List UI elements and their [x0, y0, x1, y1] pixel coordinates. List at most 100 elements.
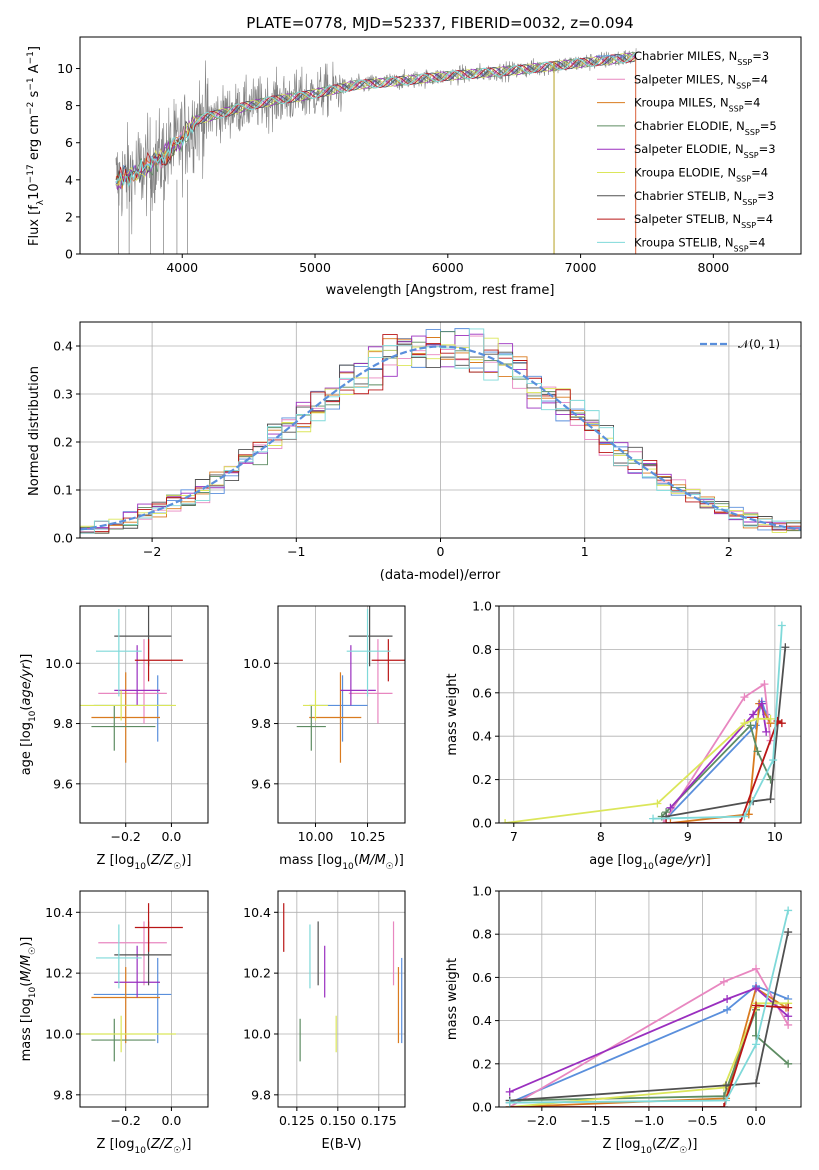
- y-axis-label: age [log10(age/yr)]: [19, 654, 38, 776]
- legend-entry: Chabrier STELIB, NSSP=3: [634, 189, 774, 207]
- panel-age_vs_mass: 10.00 10.25 9.6 9.8 10.0 mass [log10(M/M☉)]: [243, 605, 406, 872]
- axes-frame: [79, 605, 209, 824]
- sfh-marker: [752, 1040, 761, 1049]
- sfh-marker: [723, 995, 732, 1003]
- sfh-marker: [501, 819, 510, 823]
- sfh-marker: [740, 812, 749, 821]
- sfh-marker: [722, 1096, 731, 1105]
- plot-area: [296, 606, 405, 763]
- sfh-marker: [781, 643, 790, 652]
- sfh-marker: [662, 819, 671, 823]
- figure-title: PLATE=0778, MJD=52337, FIBERID=0032, z=0…: [246, 14, 633, 32]
- axes-frame: [79, 321, 802, 539]
- x-tick-label: 0.0: [161, 829, 181, 844]
- sfh-marker: [784, 906, 793, 915]
- sfh-marker: [777, 621, 786, 630]
- x-tick-label: −2.0: [527, 1113, 557, 1128]
- plot-area: [505, 906, 793, 1107]
- panel-spectrum: 4000 5000 6000 7000 8000 0 2 4 6 8 10 Chabrier MILE…: [26, 36, 802, 298]
- x-tick-label: 1: [581, 544, 589, 559]
- sfh-marker: [666, 819, 675, 823]
- y-tick-label: 9.8: [251, 716, 271, 731]
- sfh-marker: [653, 799, 662, 808]
- y-tick-label: 1.0: [472, 599, 492, 614]
- y-tick-label: 0.2: [53, 435, 73, 450]
- y-tick-label: 1.0: [472, 884, 492, 899]
- y-tick-label: 0.8: [472, 642, 492, 657]
- sfh-line: [669, 701, 768, 809]
- y-axis-label: Flux [fλ10−17 erg cm−2 s−1 A−1]: [26, 46, 46, 246]
- sfh-marker: [719, 1103, 728, 1107]
- y-tick-label: 0.3: [53, 387, 73, 402]
- sfh-marker: [740, 719, 749, 728]
- x-tick-label: 0.150: [320, 1113, 356, 1128]
- axes-frame: [498, 605, 802, 824]
- sfh-line: [509, 967, 789, 1107]
- x-tick-label: −0.5: [687, 1113, 717, 1128]
- legend-entry: 𝒩(0, 1): [738, 337, 780, 351]
- y-tick-label: 10.4: [45, 905, 73, 920]
- panel-mass_vs_Z: −0.2 0.0 9.8 10.0 10.2 10.4 Z [log10(Z/Z☉)] mas…: [19, 890, 209, 1156]
- spectrum-model-line: [115, 52, 636, 191]
- axes-frame: [79, 36, 802, 255]
- sfh-line: [509, 984, 789, 1104]
- y-tick-label: 10.0: [45, 1026, 73, 1041]
- legend-entry: Kroupa ELODIE, NSSP=4: [634, 166, 768, 184]
- sfh-line: [504, 717, 771, 823]
- y-tick-label: 9.6: [251, 776, 271, 791]
- y-axis-label: mass weight: [445, 673, 460, 755]
- plot-area: [80, 606, 183, 763]
- sfh-marker: [505, 1087, 514, 1096]
- x-axis-label: Z [log10(Z/Z☉)]: [97, 853, 192, 872]
- sfh-line: [509, 910, 789, 1104]
- sfh-marker: [760, 680, 769, 689]
- sfh-marker: [752, 1001, 761, 1010]
- y-tick-label: 0.4: [472, 1013, 492, 1028]
- y-tick-label: 10.0: [45, 656, 73, 671]
- x-axis-label: mass [log10(M/M☉)]: [279, 853, 404, 872]
- y-tick-label: 0.6: [472, 970, 492, 985]
- sfh-marker: [722, 1081, 731, 1090]
- y-tick-label: 4: [65, 172, 73, 187]
- x-tick-label: 0.0: [161, 1113, 181, 1128]
- sfh-marker: [723, 1005, 732, 1014]
- x-axis-label: Z [log10(Z/Z☉)]: [603, 1137, 698, 1156]
- x-tick-label: 5000: [299, 260, 331, 275]
- y-tick-label: 0: [65, 247, 73, 262]
- y-tick-label: 10: [57, 61, 73, 76]
- y-tick-label: 0.2: [472, 772, 492, 787]
- legend-entry: Salpeter ELODIE, NSSP=3: [634, 142, 776, 160]
- sfh-line: [509, 987, 789, 1093]
- y-axis-label: mass [log10(M/M☉)]: [19, 937, 38, 1062]
- x-tick-label: 10.00: [298, 829, 334, 844]
- x-tick-label: −0.2: [111, 829, 141, 844]
- legend-entry: Salpeter MILES, NSSP=4: [634, 72, 768, 90]
- x-tick-label: −1.0: [634, 1113, 664, 1128]
- sfh-marker: [766, 795, 775, 804]
- legend-entry: Chabrier ELODIE, NSSP=5: [634, 119, 777, 137]
- y-tick-label: 0.6: [472, 685, 492, 700]
- panel-age_vs_Z: −0.2 0.0 9.6 9.8 10.0 Z [log10(Z/Z☉)] age [log…: [19, 605, 209, 872]
- x-tick-label: −1: [287, 544, 305, 559]
- y-tick-label: 10.2: [243, 966, 271, 981]
- sfh-line: [652, 625, 783, 820]
- legend-entry: Chabrier MILES, NSSP=3: [634, 49, 769, 67]
- sfh-line: [666, 719, 783, 823]
- sfh-marker: [746, 721, 755, 730]
- axes-frame: [79, 890, 209, 1108]
- axes-frame: [498, 890, 802, 1108]
- spectrum-model-line: [115, 52, 636, 188]
- x-tick-label: 4000: [166, 260, 198, 275]
- y-tick-label: 8: [65, 98, 73, 113]
- sfh-marker: [753, 714, 762, 723]
- x-axis-label: Z [log10(Z/Z☉)]: [97, 1137, 192, 1156]
- sfh-marker: [752, 1079, 761, 1088]
- x-tick-label: 6000: [432, 260, 464, 275]
- y-tick-label: 0.8: [472, 927, 492, 942]
- spectrum-model-line: [115, 53, 636, 186]
- sfh-marker: [659, 819, 668, 823]
- plot-area: [80, 328, 801, 538]
- sfh-marker: [784, 1020, 793, 1029]
- plot-area: [115, 48, 637, 254]
